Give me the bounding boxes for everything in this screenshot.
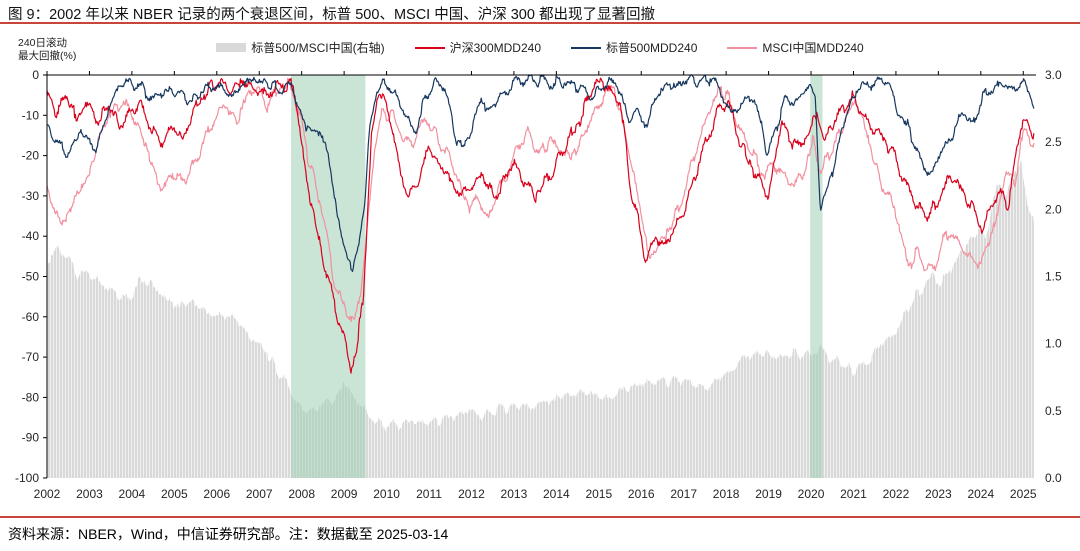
svg-text:2016: 2016 (628, 487, 655, 501)
svg-text:-20: -20 (22, 149, 40, 163)
svg-text:2015: 2015 (585, 487, 612, 501)
y-axis-unit-line1: 240日滚动 (18, 37, 68, 49)
legend-label-msci-china: MSCI中国MDD240 (762, 41, 864, 55)
legend-item-sp500: 标普500MDD240 (571, 39, 697, 56)
svg-text:-80: -80 (22, 390, 40, 404)
svg-text:-30: -30 (22, 189, 40, 203)
drawdown-chart: 240日滚动 最大回撤(%) 标普500/MSCI中国(右轴) 沪深300MDD… (0, 24, 1080, 511)
svg-text:2022: 2022 (883, 487, 910, 501)
ratio-area-swatch-icon (216, 43, 247, 52)
chart-legend: 标普500/MSCI中国(右轴) 沪深300MDD240 标普500MDD240… (0, 39, 1080, 56)
source-note: 资料来源：NBER，Wind，中信证券研究部。注：数据截至 2025-03-14 (8, 526, 449, 542)
svg-text:2006: 2006 (203, 487, 230, 501)
y-axis-unit-label: 240日滚动 最大回撤(%) (18, 37, 76, 63)
csi300-line-swatch-icon (414, 46, 445, 49)
svg-text:2010: 2010 (373, 487, 400, 501)
footer-rule (0, 516, 1080, 518)
svg-text:2008: 2008 (288, 487, 315, 501)
svg-text:2019: 2019 (755, 487, 782, 501)
svg-text:3.0: 3.0 (1045, 68, 1062, 82)
svg-text:2014: 2014 (543, 487, 570, 501)
svg-text:-50: -50 (22, 270, 40, 284)
title-rule (0, 22, 1080, 24)
svg-text:2025: 2025 (1010, 487, 1037, 501)
svg-text:2002: 2002 (34, 487, 61, 501)
legend-label-ratio: 标普500/MSCI中国(右轴) (251, 41, 385, 55)
y-axis-unit-line2: 最大回撤(%) (18, 50, 77, 62)
svg-text:2007: 2007 (246, 487, 273, 501)
svg-text:2004: 2004 (119, 487, 146, 501)
svg-text:-90: -90 (22, 431, 40, 445)
svg-text:1.5: 1.5 (1045, 270, 1062, 284)
svg-text:2017: 2017 (670, 487, 697, 501)
legend-item-msci-china: MSCI中国MDD240 (727, 39, 864, 56)
svg-text:2011: 2011 (416, 487, 442, 501)
svg-text:2018: 2018 (713, 487, 740, 501)
svg-text:2012: 2012 (458, 487, 485, 501)
msci-china-line-swatch-icon (727, 46, 758, 49)
svg-text:2005: 2005 (161, 487, 188, 501)
svg-text:0.5: 0.5 (1045, 404, 1062, 418)
svg-text:2009: 2009 (331, 487, 358, 501)
svg-text:2023: 2023 (925, 487, 952, 501)
svg-text:-100: -100 (15, 471, 39, 485)
svg-text:2.5: 2.5 (1045, 135, 1062, 149)
svg-text:2020: 2020 (798, 487, 825, 501)
figure-title: 图 9：2002 年以来 NBER 记录的两个衰退区间，标普 500、MSCI … (8, 7, 655, 23)
svg-text:0.0: 0.0 (1045, 471, 1062, 485)
svg-text:2003: 2003 (76, 487, 103, 501)
svg-text:-10: -10 (22, 108, 40, 122)
svg-text:-70: -70 (22, 350, 40, 364)
svg-text:1.0: 1.0 (1045, 337, 1062, 351)
chart-plot-canvas: 0 -10 -20 -30 -40 -50 -60 -70 -80 -90 -100 3.0 2.5 2.… (15, 68, 1062, 501)
svg-text:2021: 2021 (840, 487, 867, 501)
svg-text:2024: 2024 (967, 487, 994, 501)
legend-item-ratio: 标普500/MSCI中国(右轴) (216, 39, 385, 56)
svg-text:0: 0 (32, 68, 39, 82)
svg-text:2013: 2013 (501, 487, 528, 501)
svg-text:-40: -40 (22, 229, 40, 243)
svg-text:-60: -60 (22, 310, 40, 324)
legend-label-sp500: 标普500MDD240 (606, 41, 698, 55)
svg-text:2.0: 2.0 (1045, 202, 1062, 216)
legend-item-csi300: 沪深300MDD240 (414, 39, 541, 56)
legend-label-csi300: 沪深300MDD240 (449, 41, 541, 55)
sp500-line-swatch-icon (571, 46, 601, 49)
